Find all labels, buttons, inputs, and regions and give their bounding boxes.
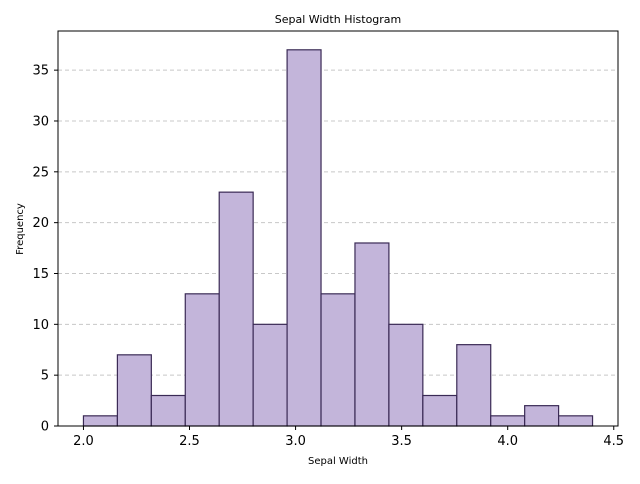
y-axis-label: Frequency xyxy=(15,203,26,255)
y-tick-label: 15 xyxy=(32,267,49,282)
y-axis-ticks: 0 5 10 15 20 25 30 35 xyxy=(32,64,58,435)
histogram-bar xyxy=(422,394,458,427)
x-tick-label: 4.5 xyxy=(603,434,624,449)
histogram-bar xyxy=(286,49,322,427)
y-tick-label: 10 xyxy=(32,318,49,333)
x-tick-label: 4.0 xyxy=(497,434,518,449)
histogram-bar xyxy=(490,415,526,427)
histogram-bar xyxy=(320,293,356,427)
x-tick-label: 2.0 xyxy=(73,434,94,449)
x-tick-label: 3.0 xyxy=(285,434,306,449)
histogram-bar xyxy=(252,323,288,427)
bars-layer xyxy=(82,49,594,427)
x-axis-ticks: 2.0 2.5 3.0 3.5 4.0 4.5 xyxy=(73,426,624,449)
y-tick-label: 25 xyxy=(32,165,49,180)
y-tick-label: 20 xyxy=(32,216,49,231)
x-tick-label: 2.5 xyxy=(179,434,200,449)
histogram-bar xyxy=(456,344,492,427)
histogram-bar xyxy=(558,415,594,427)
plot-frame xyxy=(57,30,619,427)
y-tick-label: 35 xyxy=(32,64,49,79)
y-tick-label: 0 xyxy=(41,420,49,435)
histogram-bar xyxy=(388,323,424,427)
histogram-bar xyxy=(354,242,390,427)
histogram-bar xyxy=(184,293,220,427)
x-tick-label: 3.5 xyxy=(391,434,412,449)
histogram-bar xyxy=(82,415,118,427)
x-axis-label: Sepal Width xyxy=(308,456,368,467)
histogram-bar xyxy=(116,354,152,427)
y-tick-label: 5 xyxy=(41,369,49,384)
y-tick-label: 30 xyxy=(32,114,49,129)
histogram-bar xyxy=(150,394,186,427)
chart-title: Sepal Width Histogram xyxy=(275,13,402,26)
histogram-bar xyxy=(524,405,560,427)
histogram-bar xyxy=(218,191,254,427)
